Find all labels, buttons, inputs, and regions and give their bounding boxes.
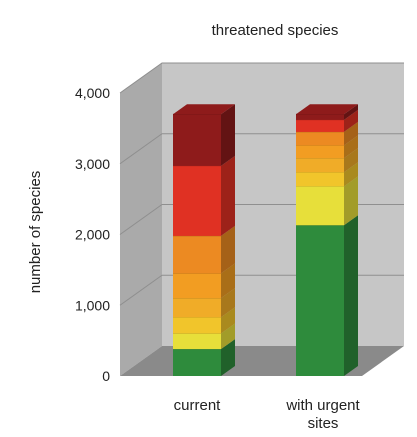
- floor: [120, 346, 404, 376]
- bar-segment-side: [344, 162, 358, 187]
- bar-segment: [173, 114, 221, 166]
- bar-segment-side: [344, 148, 358, 173]
- bar-segment: [296, 172, 344, 187]
- bar-with-urgent-sites: [296, 104, 358, 376]
- bar-segment: [173, 165, 221, 236]
- bar-segment: [173, 349, 221, 376]
- category-label: with urgent: [285, 397, 360, 414]
- bar-segment-side: [344, 215, 358, 376]
- category-label: current: [174, 397, 222, 414]
- bar-segment: [296, 131, 344, 146]
- bar-segment-side: [344, 109, 358, 132]
- bar-segment-side: [344, 135, 358, 159]
- bar-segment-side: [221, 323, 235, 350]
- bar-segment-side: [221, 307, 235, 334]
- bar-segment: [173, 273, 221, 299]
- y-tick-label: 0: [102, 368, 110, 384]
- y-tick-label: 4,000: [75, 85, 110, 101]
- y-tick-label: 2,000: [75, 227, 110, 243]
- bar-segment-side: [221, 339, 235, 376]
- y-tick-label: 1,000: [75, 297, 110, 313]
- bar-segment-side: [221, 225, 235, 274]
- bar-segment: [173, 298, 221, 318]
- bar-segment: [296, 186, 344, 226]
- chart-title: threatened species: [212, 22, 339, 39]
- y-axis-label: number of species: [27, 171, 44, 294]
- bar-segment: [296, 114, 344, 120]
- y-tick-label: 3,000: [75, 156, 110, 172]
- bar-segment-side: [221, 288, 235, 318]
- bar-segment: [173, 333, 221, 350]
- bar-segment-side: [344, 176, 358, 226]
- bar-segment: [173, 235, 221, 274]
- bar-segment: [296, 145, 344, 159]
- bar-segment-side: [344, 104, 358, 120]
- bar-segment: [296, 158, 344, 173]
- bar-segment-side: [221, 263, 235, 299]
- bar-current: [173, 104, 235, 376]
- bar-segment-side: [344, 121, 358, 146]
- bar-segment-side: [221, 104, 235, 166]
- bar-segment: [173, 317, 221, 334]
- bar-segment-side: [221, 155, 235, 236]
- bar-top: [296, 104, 358, 115]
- bar-segment: [296, 225, 344, 376]
- bar-top: [173, 104, 235, 115]
- bar-segment: [296, 119, 344, 132]
- category-label: sites: [308, 415, 339, 432]
- gridline: [119, 62, 404, 94]
